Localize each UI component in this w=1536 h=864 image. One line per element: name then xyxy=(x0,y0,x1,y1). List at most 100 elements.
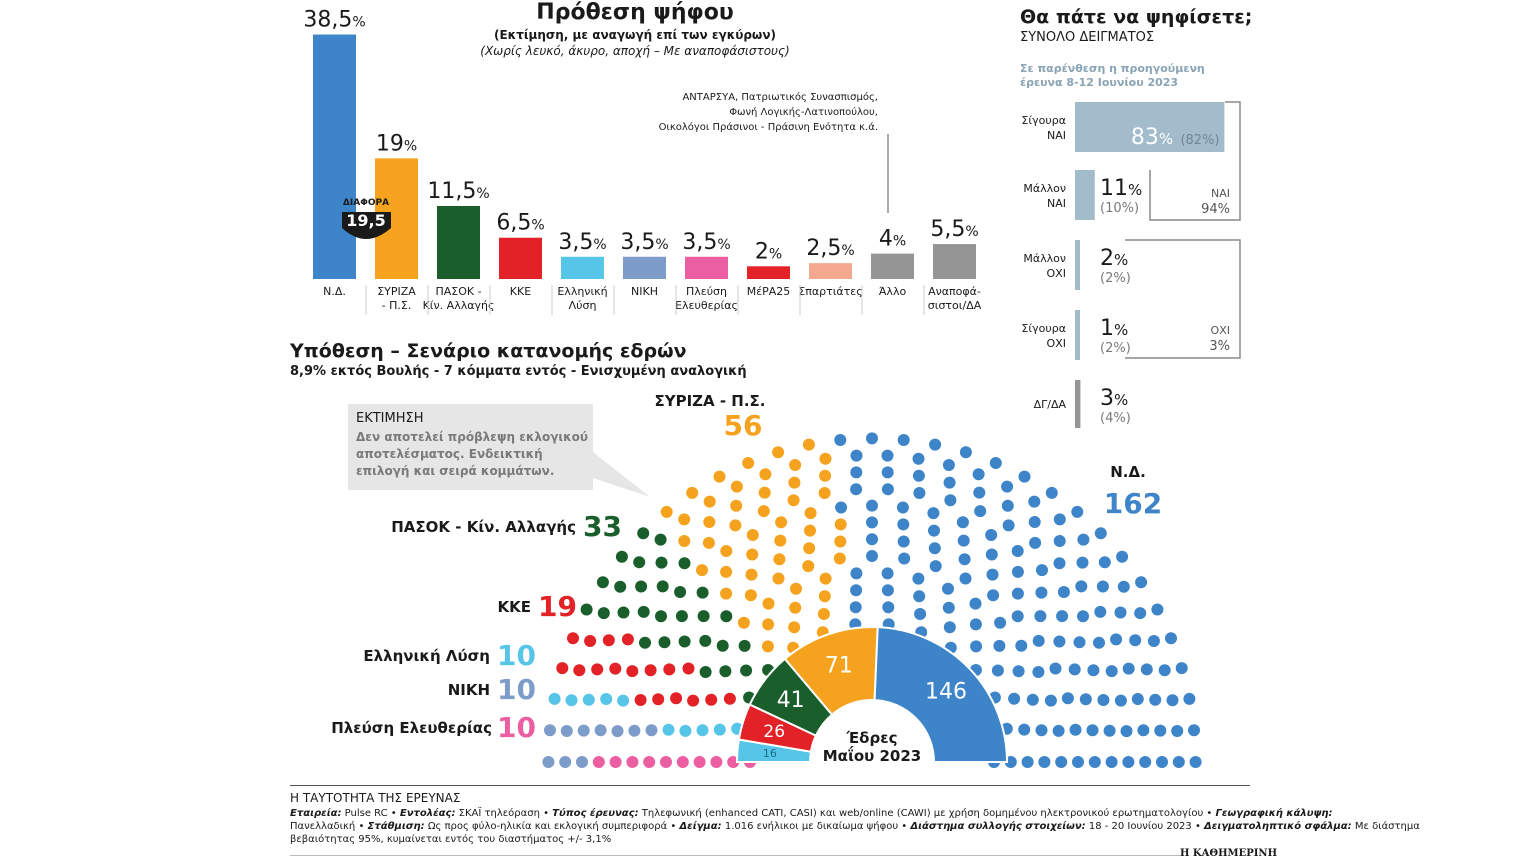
seat-dot xyxy=(1093,636,1105,649)
vote-axis-label: Ελληνική xyxy=(557,285,607,298)
vote-value-label: 2,5% xyxy=(806,236,854,261)
seat-dot xyxy=(729,519,742,532)
seat-dot xyxy=(762,618,775,631)
seat-dot xyxy=(1166,694,1179,707)
seat-dot xyxy=(1011,545,1024,557)
seat-dot xyxy=(1032,634,1045,647)
seat-dot xyxy=(759,468,772,481)
turnout-category-label: ΟΧΙ xyxy=(1047,267,1066,280)
seat-dot xyxy=(1055,756,1068,768)
seat-dot xyxy=(957,534,970,547)
seat-dot xyxy=(1183,692,1196,705)
seat-dot xyxy=(656,580,669,593)
seat-dot xyxy=(912,572,925,585)
party-seat-name: Πλεύση Ελευθερίας xyxy=(331,719,492,737)
seat-dot xyxy=(775,516,788,529)
seat-dot xyxy=(1135,576,1148,589)
seat-dot xyxy=(662,723,675,736)
seat-dot xyxy=(611,725,624,738)
seat-dot xyxy=(958,553,971,566)
seat-dot xyxy=(1069,723,1082,736)
difference-value: 19,5 xyxy=(346,211,385,230)
seat-dot xyxy=(628,724,641,737)
seat-dot xyxy=(703,516,716,528)
party-seat-name: ΣΥΡΙΖΑ - Π.Σ. xyxy=(654,392,765,410)
party-seat-count: 10 xyxy=(497,639,536,672)
turnout-category-label: Μάλλον xyxy=(1023,252,1066,265)
vote-axis-label: Άλλο xyxy=(879,285,907,298)
seat-dot xyxy=(710,756,723,768)
seat-dot xyxy=(565,694,578,707)
footer-title: Η ΤΑΥΤΟΤΗΤΑ ΤΗΣ ΕΡΕΥΝΑΣ xyxy=(290,791,461,805)
vote-value-label: 3,5% xyxy=(682,230,730,255)
seat-dot xyxy=(544,724,556,737)
seat-dot xyxy=(1103,724,1116,737)
footer-field-value: Τηλεφωνική (enhanced CATI, CASI) και web… xyxy=(638,808,1216,819)
seat-dot xyxy=(757,505,770,518)
seat-dot xyxy=(1052,724,1065,737)
seat-dot xyxy=(866,499,878,512)
donut-value-label: 41 xyxy=(777,688,805,713)
seat-dot xyxy=(1077,610,1089,623)
seat-dot xyxy=(617,606,630,619)
seat-dot xyxy=(1156,756,1168,768)
seat-dot xyxy=(834,434,847,446)
seat-dot xyxy=(804,524,816,537)
seat-dot xyxy=(699,666,712,678)
seat-dot xyxy=(654,533,667,546)
vote-bar xyxy=(685,256,728,279)
turnout-value: 2% xyxy=(1100,246,1128,271)
turnout-note-line: έρευνα 8-12 Ιουνίου 2023 xyxy=(1020,76,1179,89)
donut-segment xyxy=(873,626,1009,763)
vote-axis-label: Λύση xyxy=(569,299,597,312)
turnout-bar xyxy=(1075,240,1080,290)
seat-dot xyxy=(678,535,691,547)
callout-text: Δεν αποτελεί πρόβλεψη εκλογικού αποτελέσ… xyxy=(356,429,588,480)
seat-dot xyxy=(942,459,955,471)
seat-dot xyxy=(913,487,926,499)
donut-title: Έδρες xyxy=(846,729,898,747)
party-seat-name: ΚΚΕ xyxy=(498,598,532,616)
seat-dot xyxy=(580,603,593,616)
callout-pointer xyxy=(593,452,650,497)
footer-field-value: ΣΚΑΪ τηλεόραση • xyxy=(455,808,553,819)
seat-dot xyxy=(1114,694,1127,707)
seat-dot xyxy=(1049,662,1062,675)
seat-dot xyxy=(592,756,605,768)
seat-dot xyxy=(787,494,800,507)
turnout-bar xyxy=(1075,170,1095,220)
seat-dot xyxy=(1038,756,1051,768)
seat-dot xyxy=(737,616,750,629)
seat-dot xyxy=(1110,633,1123,646)
seat-dot xyxy=(761,640,774,653)
vote-bar xyxy=(747,266,790,279)
seat-dot xyxy=(1061,692,1074,705)
vote-value-label: 4% xyxy=(879,227,906,252)
seat-dot xyxy=(1151,603,1164,616)
seat-dot xyxy=(720,565,733,578)
vote-axis-label: ΚΚΕ xyxy=(510,285,531,298)
party-seat-name: ΝΙΚΗ xyxy=(448,681,490,699)
seat-dot xyxy=(609,662,622,675)
seat-dot xyxy=(644,664,657,677)
seat-dot xyxy=(1011,587,1024,600)
seat-dot xyxy=(866,432,878,445)
seat-dot xyxy=(866,533,878,546)
seat-dot xyxy=(678,635,691,648)
seat-dot xyxy=(617,694,630,707)
seat-dot xyxy=(928,542,941,555)
vote-value-label: 5,5% xyxy=(930,217,978,242)
seat-dot xyxy=(542,756,555,768)
seat-dot xyxy=(560,725,573,737)
seats-title: Υπόθεση – Σενάριο κατανομής εδρών xyxy=(290,340,687,362)
callout-title: ΕΚΤΙΜΗΣΗ xyxy=(356,411,424,426)
seat-dot xyxy=(833,552,846,565)
seat-dot xyxy=(835,501,848,514)
turnout-bar xyxy=(1075,380,1081,428)
seat-dot xyxy=(986,568,999,581)
seat-dot xyxy=(660,756,672,768)
turnout-previous: (2%) xyxy=(1100,341,1131,356)
vote-value-label: 6,5% xyxy=(496,211,544,236)
footer-line-2: Πανελλαδική • Στάθμιση: Ως προς φύλο-ηλι… xyxy=(290,821,1420,833)
seat-dot xyxy=(969,597,982,610)
